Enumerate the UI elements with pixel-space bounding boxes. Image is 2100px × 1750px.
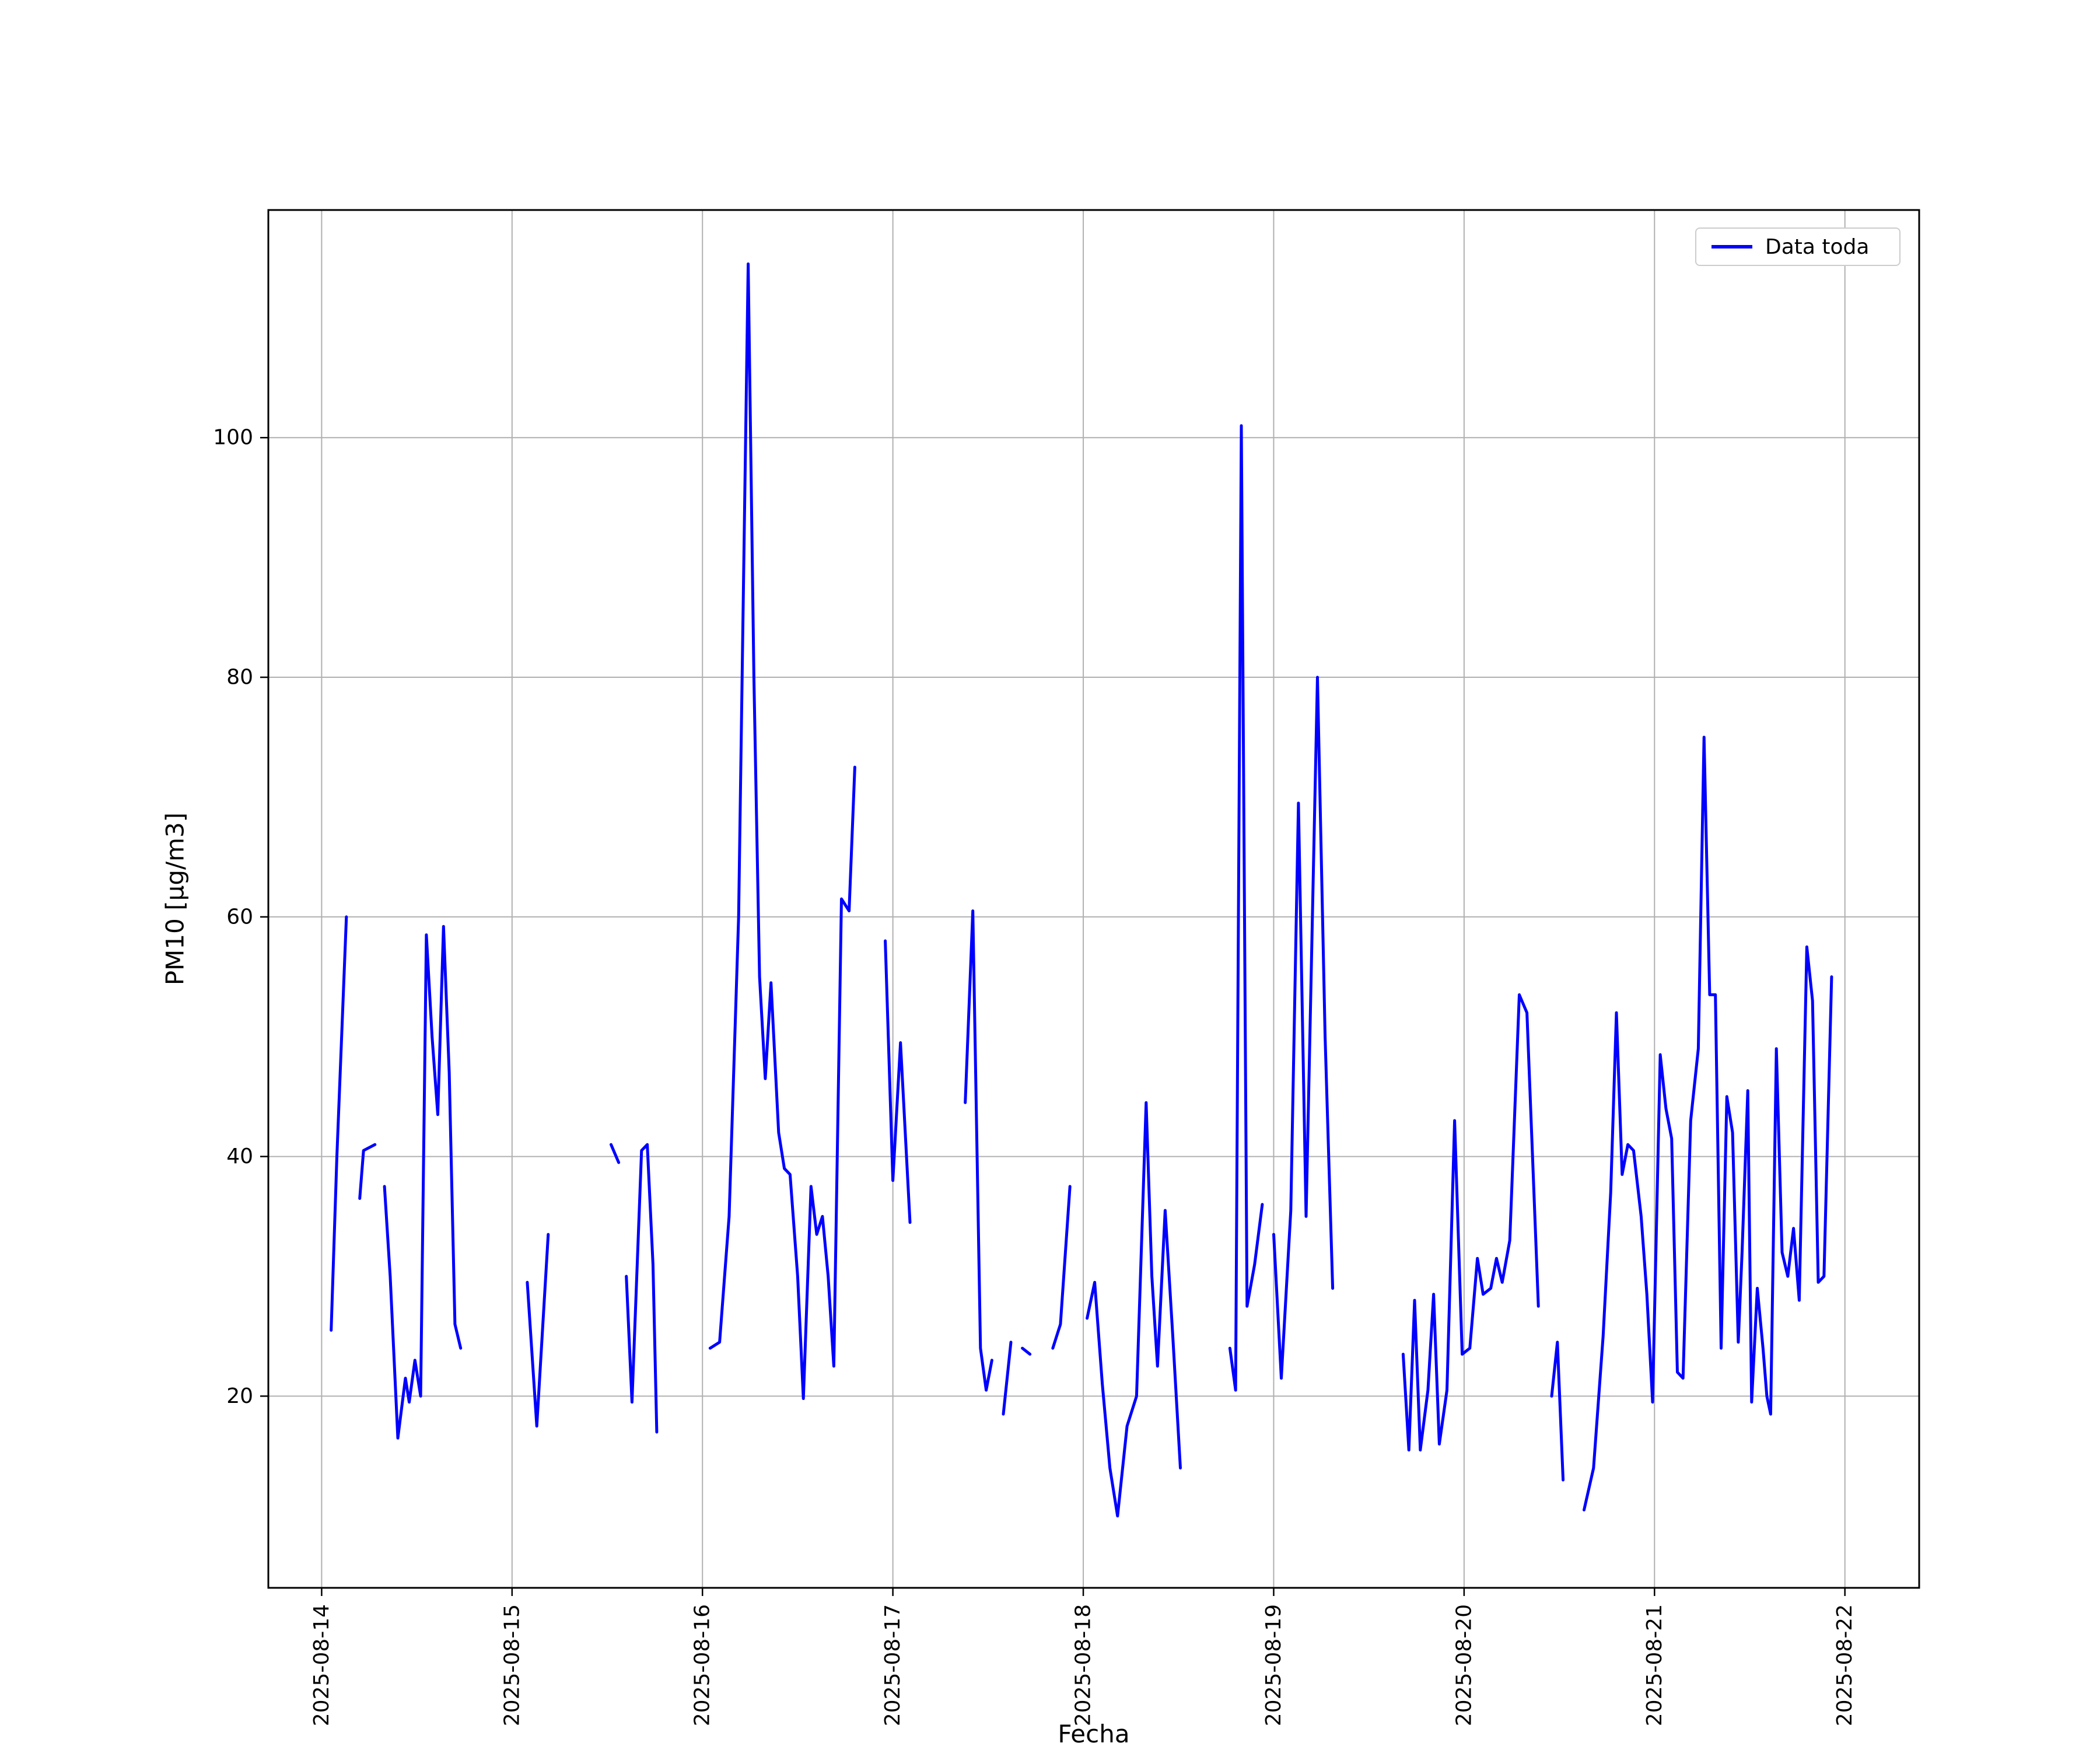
x-axis: 2025-08-14 2025-08-15 2025-08-16 2025-08-17… <box>310 1588 1857 1726</box>
y-tick-label: 20 <box>226 1384 253 1408</box>
x-tick-label: 2025-08-17 <box>881 1604 905 1726</box>
y-axis: 20 40 60 80 100 <box>213 426 268 1408</box>
x-tick-label: 2025-08-21 <box>1643 1604 1667 1726</box>
plot-border <box>267 209 1920 1589</box>
data-series-line <box>330 262 1833 1518</box>
x-tick-label: 2025-08-20 <box>1452 1604 1476 1726</box>
x-axis-label: Fecha <box>1058 1720 1130 1748</box>
legend-line-sample-icon <box>1712 245 1752 249</box>
x-tick-label: 2025-08-15 <box>500 1604 524 1726</box>
y-tick-label: 40 <box>226 1144 253 1168</box>
x-tick-label: 2025-08-16 <box>691 1604 715 1726</box>
grid <box>268 210 1919 1588</box>
x-tick-label: 2025-08-18 <box>1072 1604 1096 1726</box>
x-tick-label: 2025-08-14 <box>310 1604 334 1726</box>
legend-entry-label: Data toda <box>1765 235 1870 259</box>
y-tick-label: 60 <box>226 905 253 929</box>
x-tick-label: 2025-08-19 <box>1262 1604 1286 1726</box>
legend: Data toda <box>1695 228 1901 266</box>
y-tick-label: 100 <box>213 426 253 450</box>
x-tick-label: 2025-08-22 <box>1833 1604 1857 1726</box>
y-axis-label: PM10 [μg/m3] <box>160 812 190 986</box>
y-tick-label: 80 <box>226 666 253 690</box>
